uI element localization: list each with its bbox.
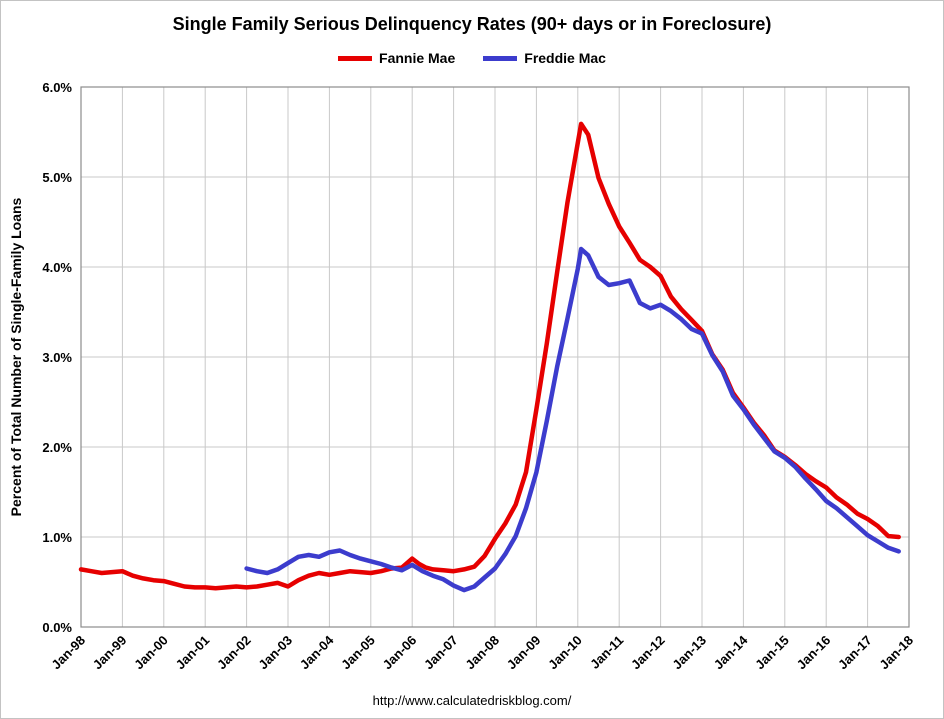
- y-tick-label: 0.0%: [42, 620, 72, 635]
- x-tick-label: Jan-00: [131, 633, 171, 673]
- y-tick-label: 2.0%: [42, 440, 72, 455]
- line-chart: 0.0% 1.0% 2.0% 3.0% 4.0% 5.0% 6.0% Jan-98 Jan-99…: [8, 80, 916, 673]
- x-tick-label: Jan-09: [504, 633, 544, 673]
- x-tick-label: Jan-01: [173, 633, 213, 673]
- y-tick-label: 4.0%: [42, 260, 72, 275]
- legend-item-freddie-mac: Freddie Mac: [483, 50, 606, 66]
- legend: Fannie Mae Freddie Mac: [1, 48, 943, 68]
- x-tick-label: Jan-03: [255, 633, 295, 673]
- series-line-freddie-mac: [244, 246, 901, 593]
- x-tick-label: Jan-11: [587, 633, 626, 672]
- x-tick-label: Jan-17: [835, 633, 875, 673]
- x-tick-label: Jan-06: [380, 633, 420, 673]
- legend-item-fannie-mae: Fannie Mae: [338, 50, 455, 66]
- freddie-mac-line-swatch: [483, 55, 518, 61]
- plot-border: [80, 86, 910, 628]
- x-tick-label: Jan-16: [794, 633, 834, 673]
- x-tick-label: Jan-98: [48, 633, 88, 673]
- x-tick-label: Jan-05: [338, 633, 378, 673]
- x-tick-label: Jan-02: [214, 633, 254, 673]
- x-tick-label: Jan-13: [669, 633, 709, 673]
- series-line-fannie-mae: [78, 121, 901, 591]
- x-tick-label: Jan-07: [421, 633, 461, 673]
- legend-label-fannie-mae: Fannie Mae: [379, 50, 456, 66]
- x-tick-label: Jan-15: [752, 633, 792, 673]
- y-tick-label: 5.0%: [42, 170, 72, 185]
- source-url: http://www.calculatedriskblog.com/: [372, 693, 572, 708]
- x-tick-label: Jan-18: [876, 633, 916, 673]
- y-tick-label: 1.0%: [42, 530, 72, 545]
- chart-title: Single Family Serious Delinquency Rates …: [172, 14, 772, 34]
- x-tick-label: Jan-10: [545, 633, 585, 673]
- x-tick-label: Jan-04: [297, 632, 337, 672]
- legend-label-freddie-mac: Freddie Mac: [524, 50, 606, 66]
- y-axis-title: Percent of Total Number of Single-Family…: [8, 197, 24, 516]
- x-tick-label: Jan-12: [628, 633, 668, 673]
- x-tick-label: Jan-08: [462, 633, 502, 673]
- fannie-mae-line-swatch: [338, 55, 373, 61]
- y-tick-label: 6.0%: [42, 80, 72, 95]
- y-tick-label: 3.0%: [42, 350, 72, 365]
- x-tick-label: Jan-99: [90, 633, 130, 673]
- x-tick-label: Jan-14: [711, 632, 751, 672]
